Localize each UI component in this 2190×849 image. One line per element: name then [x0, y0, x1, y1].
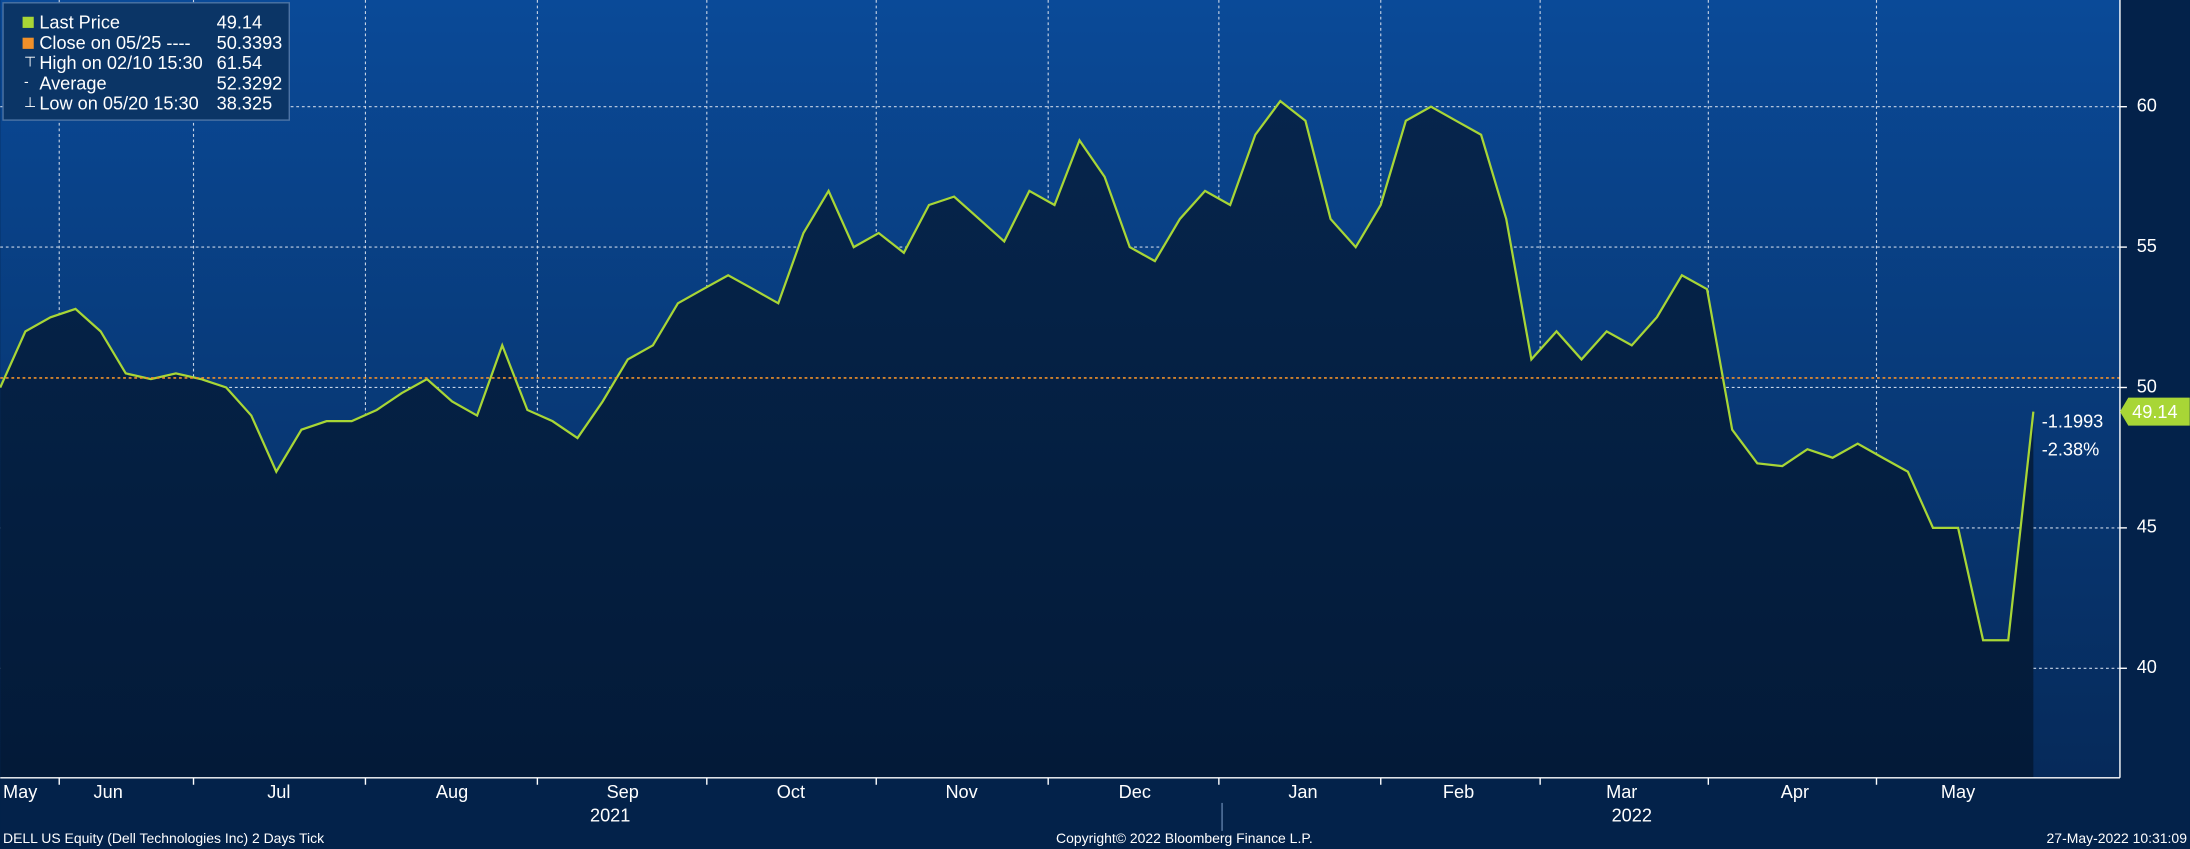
x-tick-label: Mar	[1606, 782, 1637, 802]
footer-right: 27-May-2022 10:31:09	[2047, 830, 2188, 846]
year-label: 2022	[1612, 806, 1652, 826]
x-tick-label: Oct	[777, 782, 805, 802]
last-price-tag	[2119, 397, 2190, 426]
year-label: 2021	[590, 806, 630, 826]
legend-value: 49.14	[217, 13, 262, 33]
price-line	[0, 99, 2035, 642]
legend-icon: -	[24, 73, 29, 89]
last-price-label: 49.14	[2132, 402, 2177, 422]
footer-center: Copyright© 2022 Bloomberg Finance L.P.	[1056, 830, 1313, 846]
legend-value: 50.3393	[217, 33, 283, 53]
x-tick-label: Sep	[607, 782, 639, 802]
legend-swatch	[22, 16, 34, 28]
x-tick-label: Nov	[945, 782, 978, 802]
legend-label: Last Price	[39, 13, 120, 33]
y-tick-label: 45	[2137, 517, 2157, 537]
area	[0, 101, 2034, 778]
legend-value: 52.3292	[217, 73, 283, 93]
x-tick-label: Jun	[94, 782, 123, 802]
y-tick-label: 40	[2137, 657, 2157, 677]
legend-label: Low on 05/20 15:30	[39, 94, 198, 114]
legend-label: High on 02/10 15:30	[39, 53, 202, 73]
legend-value: 38.325	[217, 94, 272, 114]
legend-swatch	[22, 37, 34, 49]
x-tick-label: Apr	[1781, 782, 1809, 802]
x-tick-label: May	[3, 782, 38, 802]
footer-left: DELL US Equity (Dell Technologies Inc) 2…	[3, 830, 324, 846]
change-percent-label: -2.38%	[2042, 440, 2099, 460]
legend-label: Average	[39, 73, 106, 93]
legend-value: 61.54	[217, 53, 262, 73]
y-tick-label: 55	[2137, 236, 2157, 256]
legend-label: Close on 05/25 ----	[39, 33, 190, 53]
x-tick-label: May	[1941, 782, 1976, 802]
legend-icon: ⊤	[24, 54, 36, 70]
legend-icon: ⊥	[24, 94, 36, 110]
y-tick-label: 60	[2137, 95, 2157, 115]
legend-box	[2, 2, 290, 121]
x-tick-label: Aug	[436, 782, 468, 802]
y-tick-label: 50	[2137, 376, 2157, 396]
x-tick-label: Dec	[1119, 782, 1151, 802]
x-tick-label: Jul	[267, 782, 290, 802]
x-tick-label: Jan	[1288, 782, 1317, 802]
x-tick-label: Feb	[1443, 782, 1474, 802]
change-label: -1.1993	[2042, 412, 2104, 432]
